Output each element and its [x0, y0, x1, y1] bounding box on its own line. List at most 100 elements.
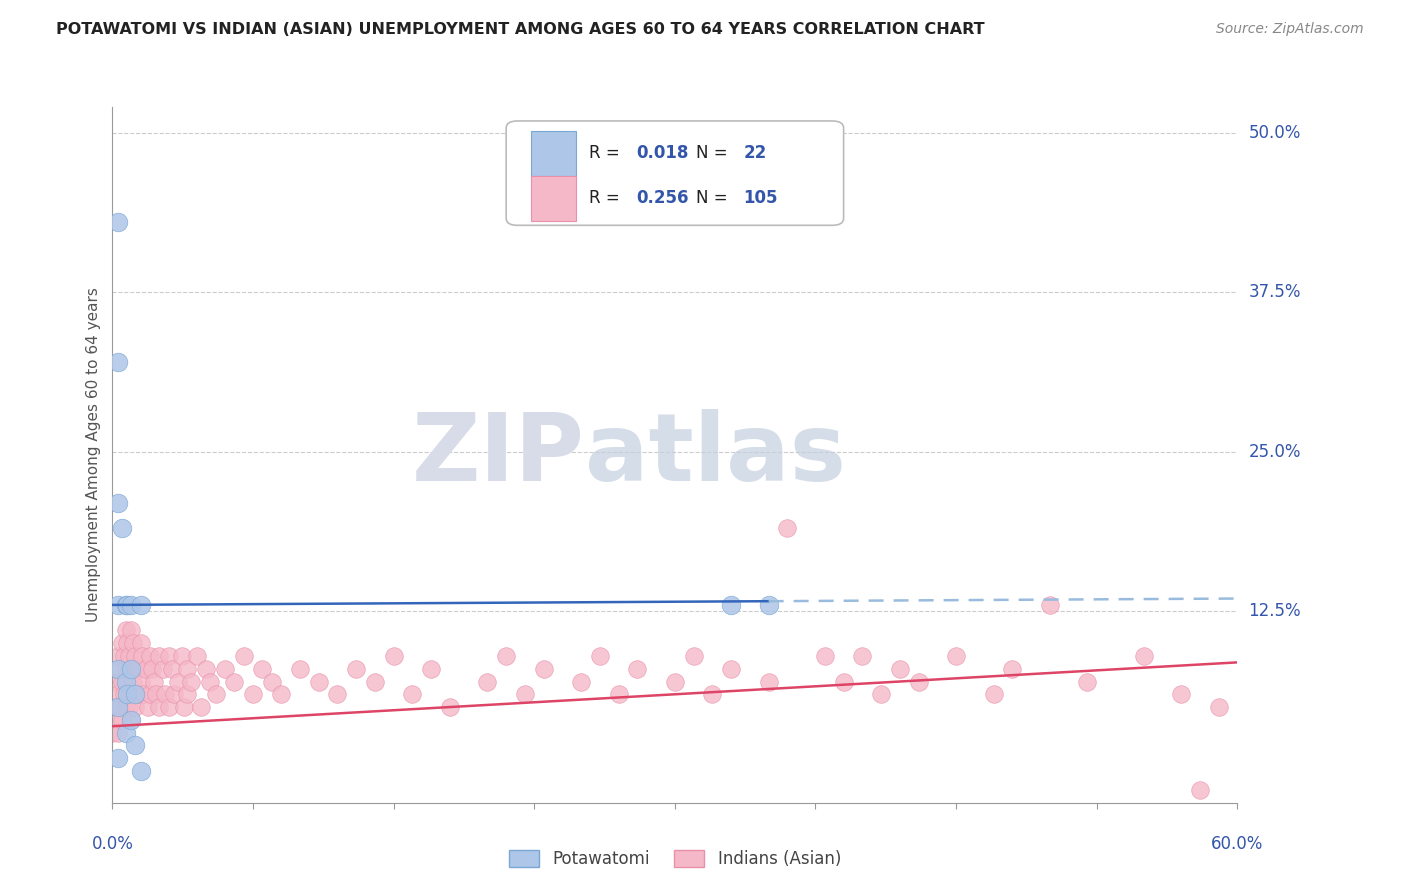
Text: 105: 105: [744, 189, 778, 208]
Text: 0.256: 0.256: [637, 189, 689, 208]
Point: [758, 674, 780, 689]
Point: [420, 662, 443, 676]
Point: [153, 687, 176, 701]
Point: [214, 662, 236, 676]
Point: [107, 700, 129, 714]
Point: [176, 662, 198, 676]
Point: [720, 598, 742, 612]
Point: [176, 687, 198, 701]
Point: [148, 700, 170, 714]
Point: [120, 662, 142, 676]
Point: [308, 674, 330, 689]
Point: [851, 648, 873, 663]
Point: [204, 687, 226, 701]
Point: [108, 662, 131, 676]
Point: [1039, 598, 1062, 612]
Point: [107, 662, 129, 676]
Point: [111, 713, 134, 727]
Point: [107, 355, 129, 369]
Point: [477, 674, 499, 689]
Point: [1188, 783, 1211, 797]
Point: [1208, 700, 1230, 714]
Point: [118, 700, 141, 714]
Point: [364, 674, 387, 689]
Point: [107, 751, 129, 765]
Point: [114, 674, 136, 689]
Point: [139, 648, 162, 663]
Point: [589, 648, 612, 663]
Point: [108, 700, 131, 714]
Point: [101, 700, 124, 714]
Point: [124, 739, 146, 753]
Point: [1132, 648, 1154, 663]
Point: [224, 674, 246, 689]
Point: [129, 598, 152, 612]
Point: [832, 674, 855, 689]
Point: [163, 687, 186, 701]
Point: [120, 598, 142, 612]
Point: [870, 687, 893, 701]
Text: 0.018: 0.018: [637, 145, 689, 162]
Point: [112, 687, 135, 701]
Point: [107, 496, 129, 510]
Point: [114, 598, 136, 612]
Point: [157, 648, 180, 663]
Point: [664, 674, 686, 689]
Point: [136, 700, 159, 714]
Point: [145, 687, 167, 701]
Point: [142, 674, 165, 689]
Point: [533, 662, 555, 676]
Point: [122, 636, 145, 650]
FancyBboxPatch shape: [506, 121, 844, 226]
Point: [907, 674, 929, 689]
Point: [124, 700, 146, 714]
Point: [105, 674, 128, 689]
Point: [252, 662, 274, 676]
Point: [232, 648, 254, 663]
Point: [167, 674, 190, 689]
Text: POTAWATOMI VS INDIAN (ASIAN) UNEMPLOYMENT AMONG AGES 60 TO 64 YEARS CORRELATION : POTAWATOMI VS INDIAN (ASIAN) UNEMPLOYMEN…: [56, 22, 984, 37]
Text: atlas: atlas: [585, 409, 846, 501]
Point: [141, 662, 163, 676]
Point: [148, 648, 170, 663]
Point: [186, 648, 208, 663]
Text: 0.0%: 0.0%: [91, 835, 134, 853]
Point: [117, 598, 139, 612]
Point: [190, 700, 212, 714]
Point: [626, 662, 648, 676]
Text: N =: N =: [696, 145, 733, 162]
Point: [260, 674, 283, 689]
Point: [111, 674, 134, 689]
Point: [124, 648, 146, 663]
Point: [152, 662, 174, 676]
Text: N =: N =: [696, 189, 733, 208]
Point: [107, 687, 129, 701]
Point: [139, 687, 162, 701]
Point: [129, 764, 152, 778]
Point: [270, 687, 292, 701]
Point: [157, 700, 180, 714]
Point: [569, 674, 592, 689]
Point: [117, 687, 139, 701]
Point: [114, 662, 136, 676]
Bar: [531, 130, 576, 176]
Point: [117, 687, 139, 701]
Point: [495, 648, 517, 663]
Point: [983, 687, 1005, 701]
Text: R =: R =: [589, 189, 626, 208]
Point: [118, 648, 141, 663]
Point: [129, 636, 152, 650]
Point: [134, 687, 156, 701]
Point: [162, 662, 184, 676]
Text: 50.0%: 50.0%: [1249, 124, 1301, 142]
Point: [107, 725, 129, 739]
Point: [326, 687, 349, 701]
Point: [128, 687, 150, 701]
Point: [111, 636, 134, 650]
Text: Source: ZipAtlas.com: Source: ZipAtlas.com: [1216, 22, 1364, 37]
Point: [107, 598, 129, 612]
Point: [682, 648, 704, 663]
Point: [112, 648, 135, 663]
Point: [120, 713, 142, 727]
Point: [288, 662, 311, 676]
